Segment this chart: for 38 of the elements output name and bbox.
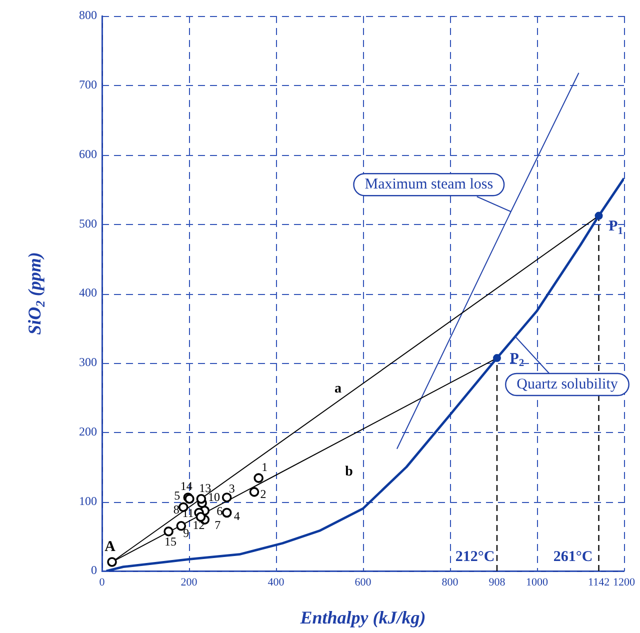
- y-tick-label: 400: [79, 286, 97, 300]
- x-tick-label: 1142: [588, 576, 610, 588]
- annotation: b: [345, 464, 354, 480]
- y-tick-label: 800: [79, 8, 97, 22]
- x-tick-label: 1200: [613, 576, 636, 588]
- y-tick-label: 300: [79, 355, 97, 370]
- x-tick-label: 600: [354, 576, 372, 588]
- x-tick-label: 200: [180, 576, 198, 588]
- annotation: 7: [214, 518, 221, 532]
- annotation: 212°C: [455, 548, 495, 565]
- annotation: 4: [234, 508, 240, 523]
- y-tick-label: 0: [91, 563, 97, 578]
- annotation: 9: [183, 526, 190, 540]
- annotation: 10: [208, 490, 220, 504]
- x-tick-label: 908: [488, 576, 506, 588]
- x-axis-title: Enthalpy (kJ/kg): [299, 608, 426, 628]
- x-tick-label: 1000: [526, 576, 548, 588]
- annotation: 8: [173, 502, 180, 516]
- annotation: Maximum steam loss: [364, 176, 494, 193]
- x-tick-label: 800: [442, 576, 459, 588]
- annotation: A: [104, 538, 116, 555]
- annotation: 15: [164, 534, 177, 549]
- annotation: 2: [260, 487, 266, 502]
- annotation: a: [334, 382, 342, 397]
- y-tick-label: 600: [79, 146, 97, 161]
- annotation: Quartz solubility: [516, 376, 618, 392]
- annotation: 3: [228, 482, 235, 496]
- y-axis-title: SiO2 (ppm): [24, 252, 48, 335]
- x-tick-label: 400: [268, 576, 285, 588]
- annotation: 5: [174, 488, 180, 503]
- x-tick-label: 0: [99, 576, 106, 588]
- y-tick-label: 700: [79, 78, 97, 92]
- y-tick-label: 200: [79, 424, 97, 438]
- annotation: 6: [216, 504, 223, 518]
- annotation: 1: [262, 460, 268, 474]
- y-tick-label: 500: [79, 216, 97, 230]
- y-tick-label: 100: [79, 494, 97, 508]
- annotation: 261°C: [553, 548, 593, 565]
